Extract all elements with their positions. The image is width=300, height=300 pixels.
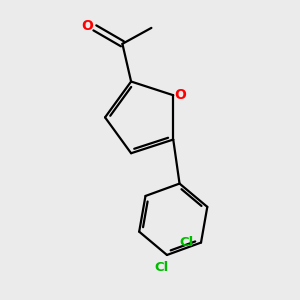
Text: O: O bbox=[82, 19, 94, 33]
Text: O: O bbox=[174, 88, 186, 102]
Text: Cl: Cl bbox=[154, 261, 168, 274]
Text: Cl: Cl bbox=[179, 236, 194, 249]
